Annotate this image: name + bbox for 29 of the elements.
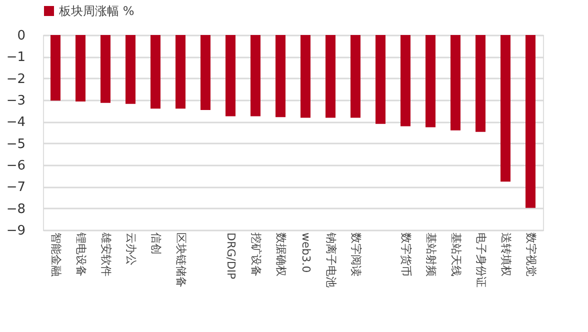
y-tick-label: −7 [6,180,26,196]
y-tick-label: −1 [6,50,26,66]
y-tick-label: −9 [6,224,26,238]
x-tick-label: 数字阅读 [350,232,362,276]
y-tick-label: −3 [6,94,26,108]
x-tick-label: 锂电设备 [74,232,88,276]
y-tick-label: 0 [17,28,26,44]
y-tick-label: −8 [6,202,26,217]
x-tick-label: 挖矿设备 [250,232,262,276]
x-tick-label: 基站射频 [424,232,438,276]
x-tick-label: 电子身份证 [474,232,488,288]
x-tick-label: 数据确权 [274,232,288,276]
x-tick-label: 云办公 [124,232,138,266]
x-tick-label: 钠离子电池 [324,232,338,288]
x-tick-label: 数字视觉 [524,232,538,276]
x-tick-label: web3.0 [300,232,312,273]
x-tick-label: 信创 [150,232,162,254]
legend-label: 板块周涨幅 % [58,4,134,18]
x-tick-label: 区块链储备 [174,232,188,288]
y-tick-label: −2 [6,72,26,87]
x-tick-label: 基站天线 [450,232,462,276]
x-tick-label: 智能金融 [50,232,62,276]
y-tick-label: −4 [6,115,26,130]
x-tick-label: DRG/DIP [224,232,238,280]
y-tick-label: −5 [6,136,26,152]
x-tick-label: 数字货币 [400,232,412,276]
x-tick-label: 送转填权 [500,232,512,276]
y-tick-label: −6 [6,158,26,174]
x-tick-label: 雄安软件 [100,232,112,276]
